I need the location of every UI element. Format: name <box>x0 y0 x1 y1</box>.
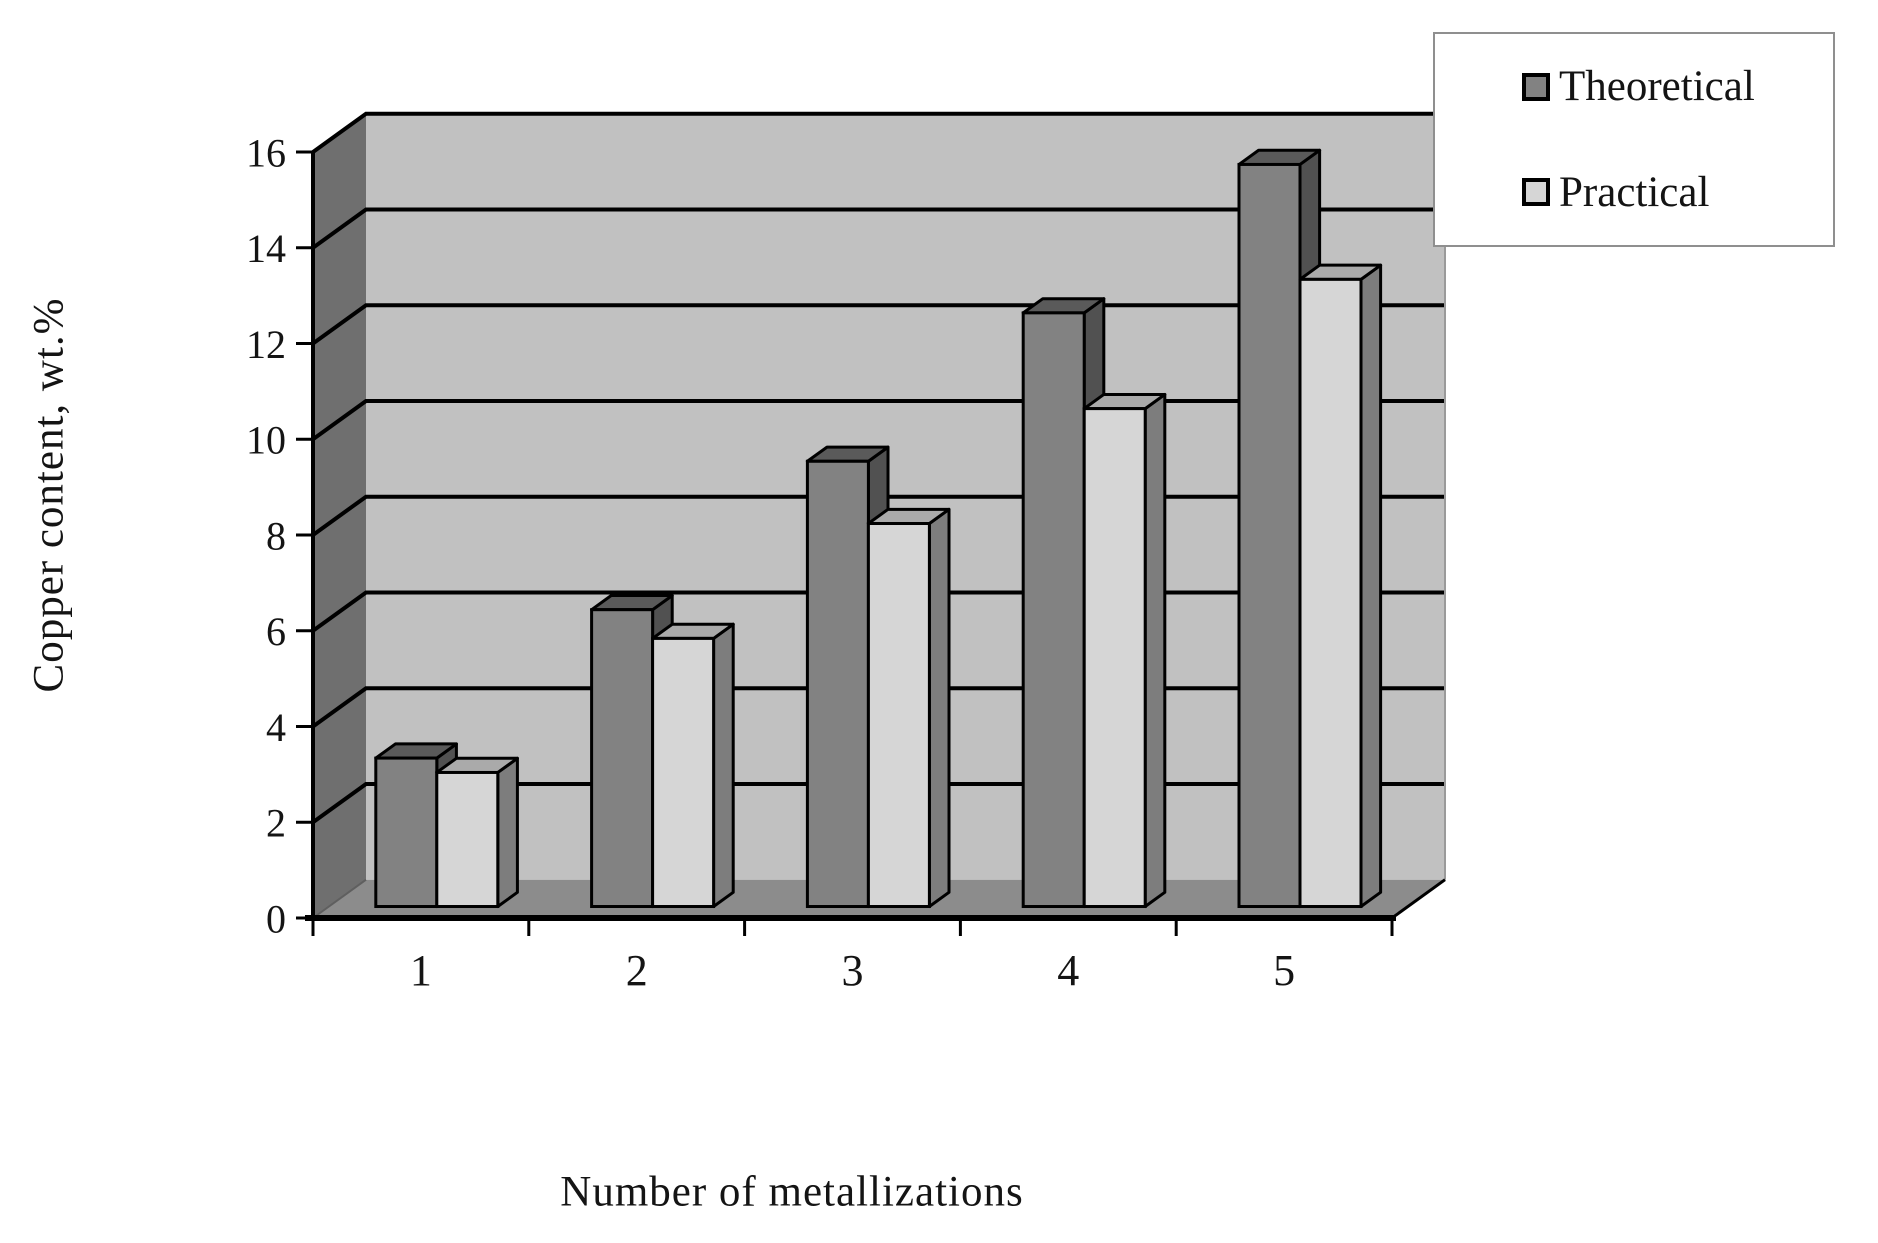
bar-practical-2 <box>651 636 716 909</box>
legend-label-practical: Practical <box>1559 168 1710 216</box>
y-tick-label: 8 <box>266 513 286 558</box>
bar-practical-4 <box>1082 407 1147 909</box>
x-category-label: 3 <box>842 946 864 995</box>
bar-practical-5 <box>1298 277 1363 909</box>
y-tick-label: 16 <box>246 130 286 175</box>
x-category-label: 2 <box>626 946 648 995</box>
bar-side-practical-2 <box>712 622 735 909</box>
x-category-label: 1 <box>410 946 432 995</box>
bar-theoretical-4 <box>1021 311 1086 909</box>
bar-side-practical-5 <box>1359 263 1383 909</box>
bar-theoretical-5 <box>1237 162 1302 909</box>
x-category-label: 5 <box>1273 946 1295 995</box>
legend-swatch-practical-icon <box>1522 178 1550 207</box>
y-tick-label: 10 <box>246 418 286 463</box>
legend-item-practical: Practical <box>1522 168 1833 217</box>
y-tick-label: 4 <box>266 705 286 750</box>
bar-theoretical-3 <box>805 459 870 909</box>
y-tick-label: 2 <box>266 801 286 846</box>
bar-side-practical-1 <box>496 756 519 909</box>
legend: Theoretical Practical <box>1433 32 1835 247</box>
legend-item-theoretical: Theoretical <box>1522 62 1833 111</box>
x-category-label: 4 <box>1057 946 1079 995</box>
y-tick-label: 12 <box>246 322 286 367</box>
x-axis-title: Number of metallizations <box>560 1168 1024 1216</box>
floor-left-edge <box>312 878 367 919</box>
legend-swatch-theoretical-icon <box>1522 72 1550 101</box>
gridline <box>311 207 1445 250</box>
bar-theoretical-1 <box>374 756 439 909</box>
y-axis-title: Copper content, wt.% <box>25 297 73 693</box>
floor-right-edge <box>1391 878 1446 920</box>
bar-practical-3 <box>866 522 931 909</box>
bar-side-practical-3 <box>927 507 951 909</box>
bar-side-practical-4 <box>1143 392 1167 909</box>
bar-practical-1 <box>435 770 500 909</box>
legend-label-theoretical: Theoretical <box>1559 63 1755 111</box>
y-tick-label: 0 <box>266 896 286 941</box>
bar-theoretical-2 <box>590 608 655 909</box>
y-tick-label: 14 <box>246 226 286 271</box>
y-tick-label: 6 <box>266 609 286 654</box>
